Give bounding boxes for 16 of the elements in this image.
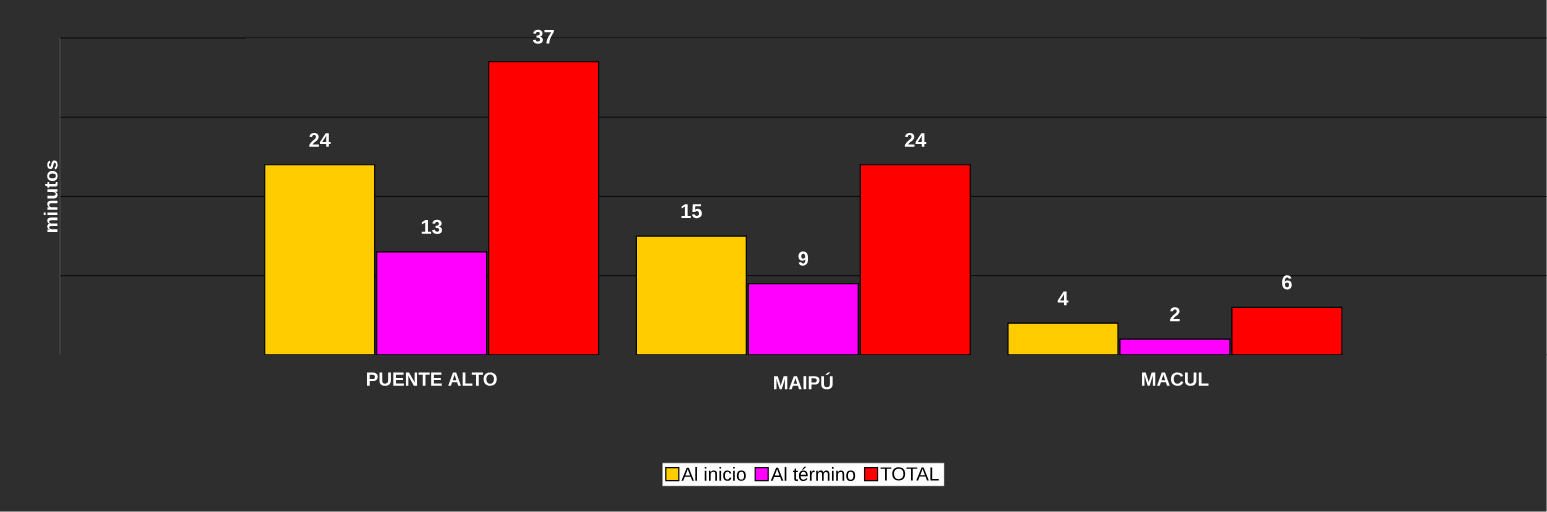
data-label: 9 (798, 251, 809, 266)
legend-label: Al inicio (681, 467, 746, 481)
data-label: 2 (1170, 307, 1180, 322)
y-axis-title: minutos (43, 160, 58, 233)
x-tick-label: PUENTE ALTO (367, 372, 497, 386)
data-label: 37 (532, 29, 554, 44)
data-label: 24 (309, 132, 331, 147)
legend-label: Al término (770, 466, 856, 482)
legend-label: TOTAL (880, 467, 939, 481)
data-label: 6 (1282, 275, 1292, 290)
x-tick-label: MACUL (1142, 372, 1209, 386)
data-label: 13 (421, 219, 442, 235)
x-tick-label: MAIPÚ (774, 372, 833, 390)
data-label: 24 (904, 132, 927, 147)
data-label: 4 (1057, 291, 1069, 306)
data-label: 15 (681, 204, 702, 219)
